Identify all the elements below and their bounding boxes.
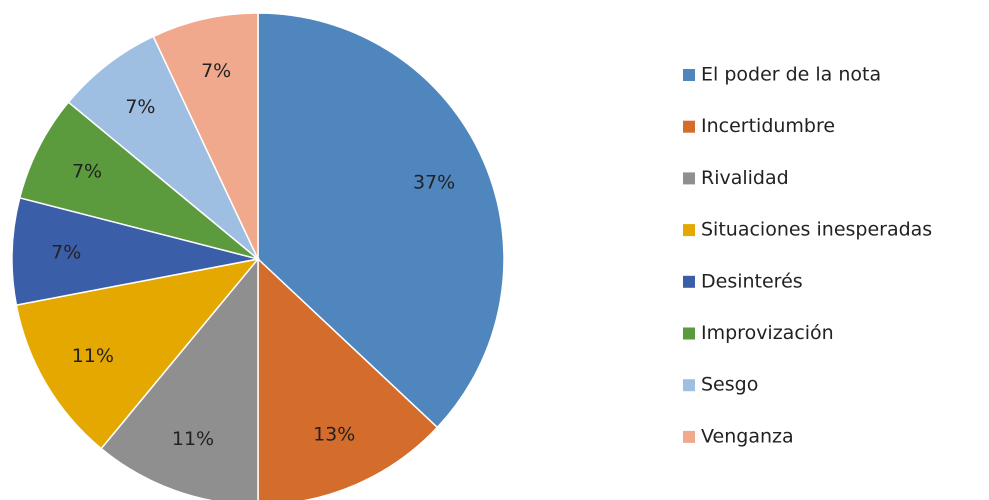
- data-label: 11%: [172, 428, 214, 450]
- pie-slice: [11, 196, 259, 306]
- legend-swatch: [683, 379, 695, 392]
- legend-label: El poder de la nota: [701, 64, 881, 86]
- legend-swatch: [683, 224, 695, 237]
- data-label: 7%: [51, 241, 81, 263]
- data-label: 11%: [72, 345, 114, 367]
- legend-swatch: [683, 172, 695, 185]
- pie-slice: [257, 12, 505, 429]
- legend-swatch: [683, 69, 695, 81]
- pie-slice: [257, 257, 439, 500]
- legend-label: Rivalidad: [701, 167, 789, 189]
- legend-label: Sesgo: [701, 374, 758, 396]
- data-label: 7%: [201, 60, 231, 82]
- legend-label: Desinterés: [701, 270, 803, 292]
- pie-slice: [100, 256, 259, 500]
- legend-swatch: [683, 327, 695, 340]
- legend-label: Incertidumbre: [701, 115, 835, 137]
- pie-slice: [15, 257, 260, 450]
- pie-slice: [152, 12, 259, 260]
- legend-label: Venganza: [701, 425, 794, 447]
- legend-label: Improvización: [701, 322, 834, 344]
- pie-slice: [67, 35, 259, 260]
- data-label: 7%: [72, 160, 102, 182]
- legend-label: Situaciones inesperadas: [701, 219, 932, 241]
- legend-swatch: [683, 430, 695, 443]
- data-label: 37%: [413, 171, 455, 193]
- data-label: 13%: [313, 424, 355, 446]
- legend-swatch: [683, 275, 695, 288]
- pie-slice: [18, 101, 259, 260]
- legend-swatch: [683, 120, 695, 133]
- data-label: 7%: [125, 96, 155, 118]
